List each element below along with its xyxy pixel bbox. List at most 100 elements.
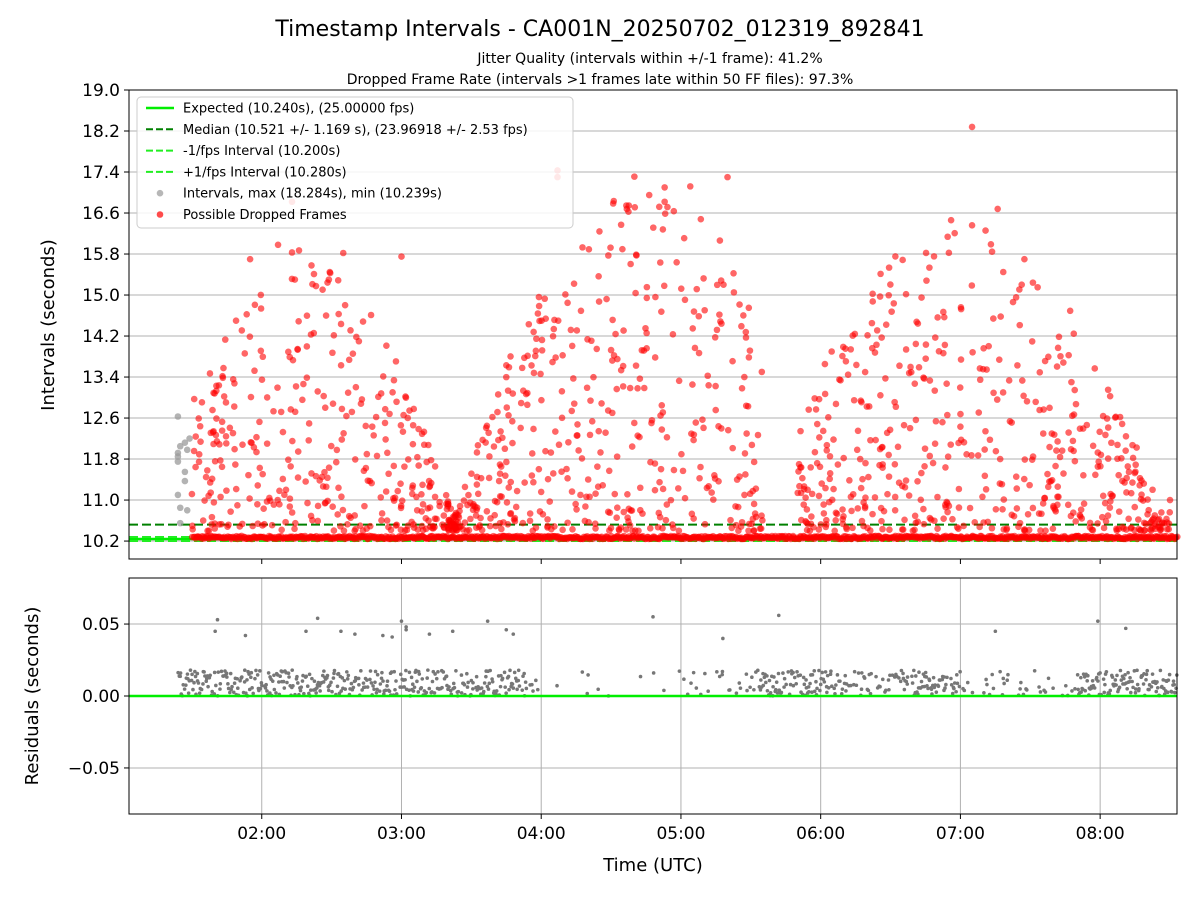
- residual-point: [791, 670, 795, 675]
- residual-point: [425, 676, 430, 680]
- dropped-frame-point: [377, 494, 385, 501]
- dropped-frame-point: [669, 331, 677, 338]
- dropped-frame-point: [945, 249, 953, 257]
- dropped-frame-point: [254, 500, 261, 508]
- dropped-frame-point: [988, 248, 996, 256]
- dropped-frame-point: [922, 341, 930, 348]
- dropped-frame-point: [399, 428, 407, 436]
- dropped-frame-point: [223, 487, 230, 494]
- dropped-frame-point: [912, 340, 920, 348]
- dropped-frame-point: [231, 445, 238, 453]
- residual-point: [278, 674, 282, 679]
- dropped-frame-point: [940, 313, 948, 321]
- dropped-frame-point: [902, 477, 910, 484]
- dropped-frame-point: [891, 398, 898, 406]
- dropped-frame-point: [1159, 519, 1166, 526]
- dropped-frame-point: [608, 357, 616, 364]
- residual-point: [403, 677, 407, 682]
- dropped-frame-point: [397, 422, 405, 429]
- residual-point: [304, 674, 309, 679]
- dropped-frame-point: [282, 486, 290, 494]
- dropped-frame-point: [1026, 481, 1033, 489]
- residual-point: [1158, 668, 1163, 673]
- dropped-frame-point: [968, 452, 975, 459]
- dropped-frame-point: [655, 203, 663, 211]
- residual-point: [201, 682, 205, 686]
- dropped-frame-point: [746, 520, 753, 528]
- dropped-frame-point: [815, 492, 823, 500]
- dropped-frame-point: [509, 439, 516, 447]
- residual-point: [1032, 668, 1037, 673]
- residual-point: [299, 685, 304, 689]
- dropped-frame-point: [1055, 333, 1063, 341]
- residual-point: [339, 689, 344, 693]
- residual-point: [325, 673, 330, 678]
- dropped-frame-point: [440, 512, 448, 519]
- dropped-frame-point: [1060, 359, 1067, 366]
- dropped-frame-point: [300, 380, 307, 388]
- residual-point: [459, 673, 464, 677]
- dropped-frame-point: [748, 441, 756, 449]
- residual-point: [929, 687, 934, 692]
- residual-point: [801, 675, 806, 680]
- dropped-frame-point: [656, 259, 664, 266]
- residual-point: [1086, 673, 1090, 678]
- dropped-frame-point: [594, 463, 601, 470]
- dropped-frame-point: [568, 342, 576, 350]
- dropped-frame-point: [934, 493, 941, 501]
- residual-point: [321, 680, 326, 684]
- residual-point: [436, 669, 440, 674]
- residual-point: [224, 671, 229, 676]
- residual-point: [795, 670, 799, 674]
- residual-point: [917, 670, 921, 675]
- dropped-frame-point: [541, 295, 549, 303]
- dropped-frame-point: [689, 381, 696, 388]
- dropped-frame-point: [530, 478, 537, 486]
- dropped-frame-point: [1039, 430, 1047, 437]
- dropped-frame-point: [1106, 392, 1114, 400]
- dropped-frame-point: [332, 458, 340, 466]
- dropped-frame-point: [868, 344, 876, 352]
- residual-point: [230, 684, 234, 689]
- dropped-frame-point: [680, 234, 688, 242]
- dropped-frame-point: [251, 301, 259, 309]
- residual-point: [804, 678, 808, 682]
- residual-point: [392, 669, 397, 674]
- dropped-frame-point: [477, 474, 485, 482]
- dropped-frame-point: [1092, 471, 1099, 479]
- residual-point: [1149, 684, 1154, 689]
- legend-frame: [136, 96, 574, 229]
- residual-point: [415, 679, 419, 684]
- dropped-frame-point: [505, 411, 512, 419]
- dropped-frame-point: [828, 496, 836, 504]
- dropped-frame-point: [498, 525, 505, 533]
- dropped-frame-point: [326, 269, 334, 277]
- dropped-frame-point: [675, 527, 683, 535]
- dropped-frame-point: [294, 345, 301, 353]
- residual-point: [905, 675, 910, 679]
- dropped-frame-point: [1032, 398, 1039, 406]
- residual-point: [807, 689, 811, 694]
- dropped-frame-point: [729, 357, 736, 365]
- residual-point: [318, 689, 322, 693]
- dropped-frame-point: [603, 295, 610, 303]
- residual-point: [250, 686, 254, 690]
- dropped-frame-point: [885, 291, 893, 299]
- dropped-frame-point: [393, 398, 400, 406]
- dropped-frame-point: [1072, 400, 1080, 408]
- residual-point: [1005, 678, 1010, 683]
- residual-point: [771, 684, 775, 689]
- residual-point: [1038, 690, 1043, 694]
- residual-point: [954, 689, 958, 694]
- dropped-frame-point: [253, 433, 260, 441]
- dropped-frame-point: [288, 509, 296, 516]
- dropped-frame-point: [899, 256, 906, 264]
- dropped-frame-point: [257, 291, 265, 299]
- residual-point: [737, 681, 742, 685]
- residuals-y-axis: 0.05 0.00 −0.05: [68, 615, 129, 779]
- dropped-frame-point: [921, 445, 929, 452]
- dropped-frame-point: [939, 418, 946, 426]
- dropped-frame-point: [229, 429, 237, 437]
- dropped-frame-point: [943, 380, 950, 388]
- dropped-frame-point: [620, 508, 628, 516]
